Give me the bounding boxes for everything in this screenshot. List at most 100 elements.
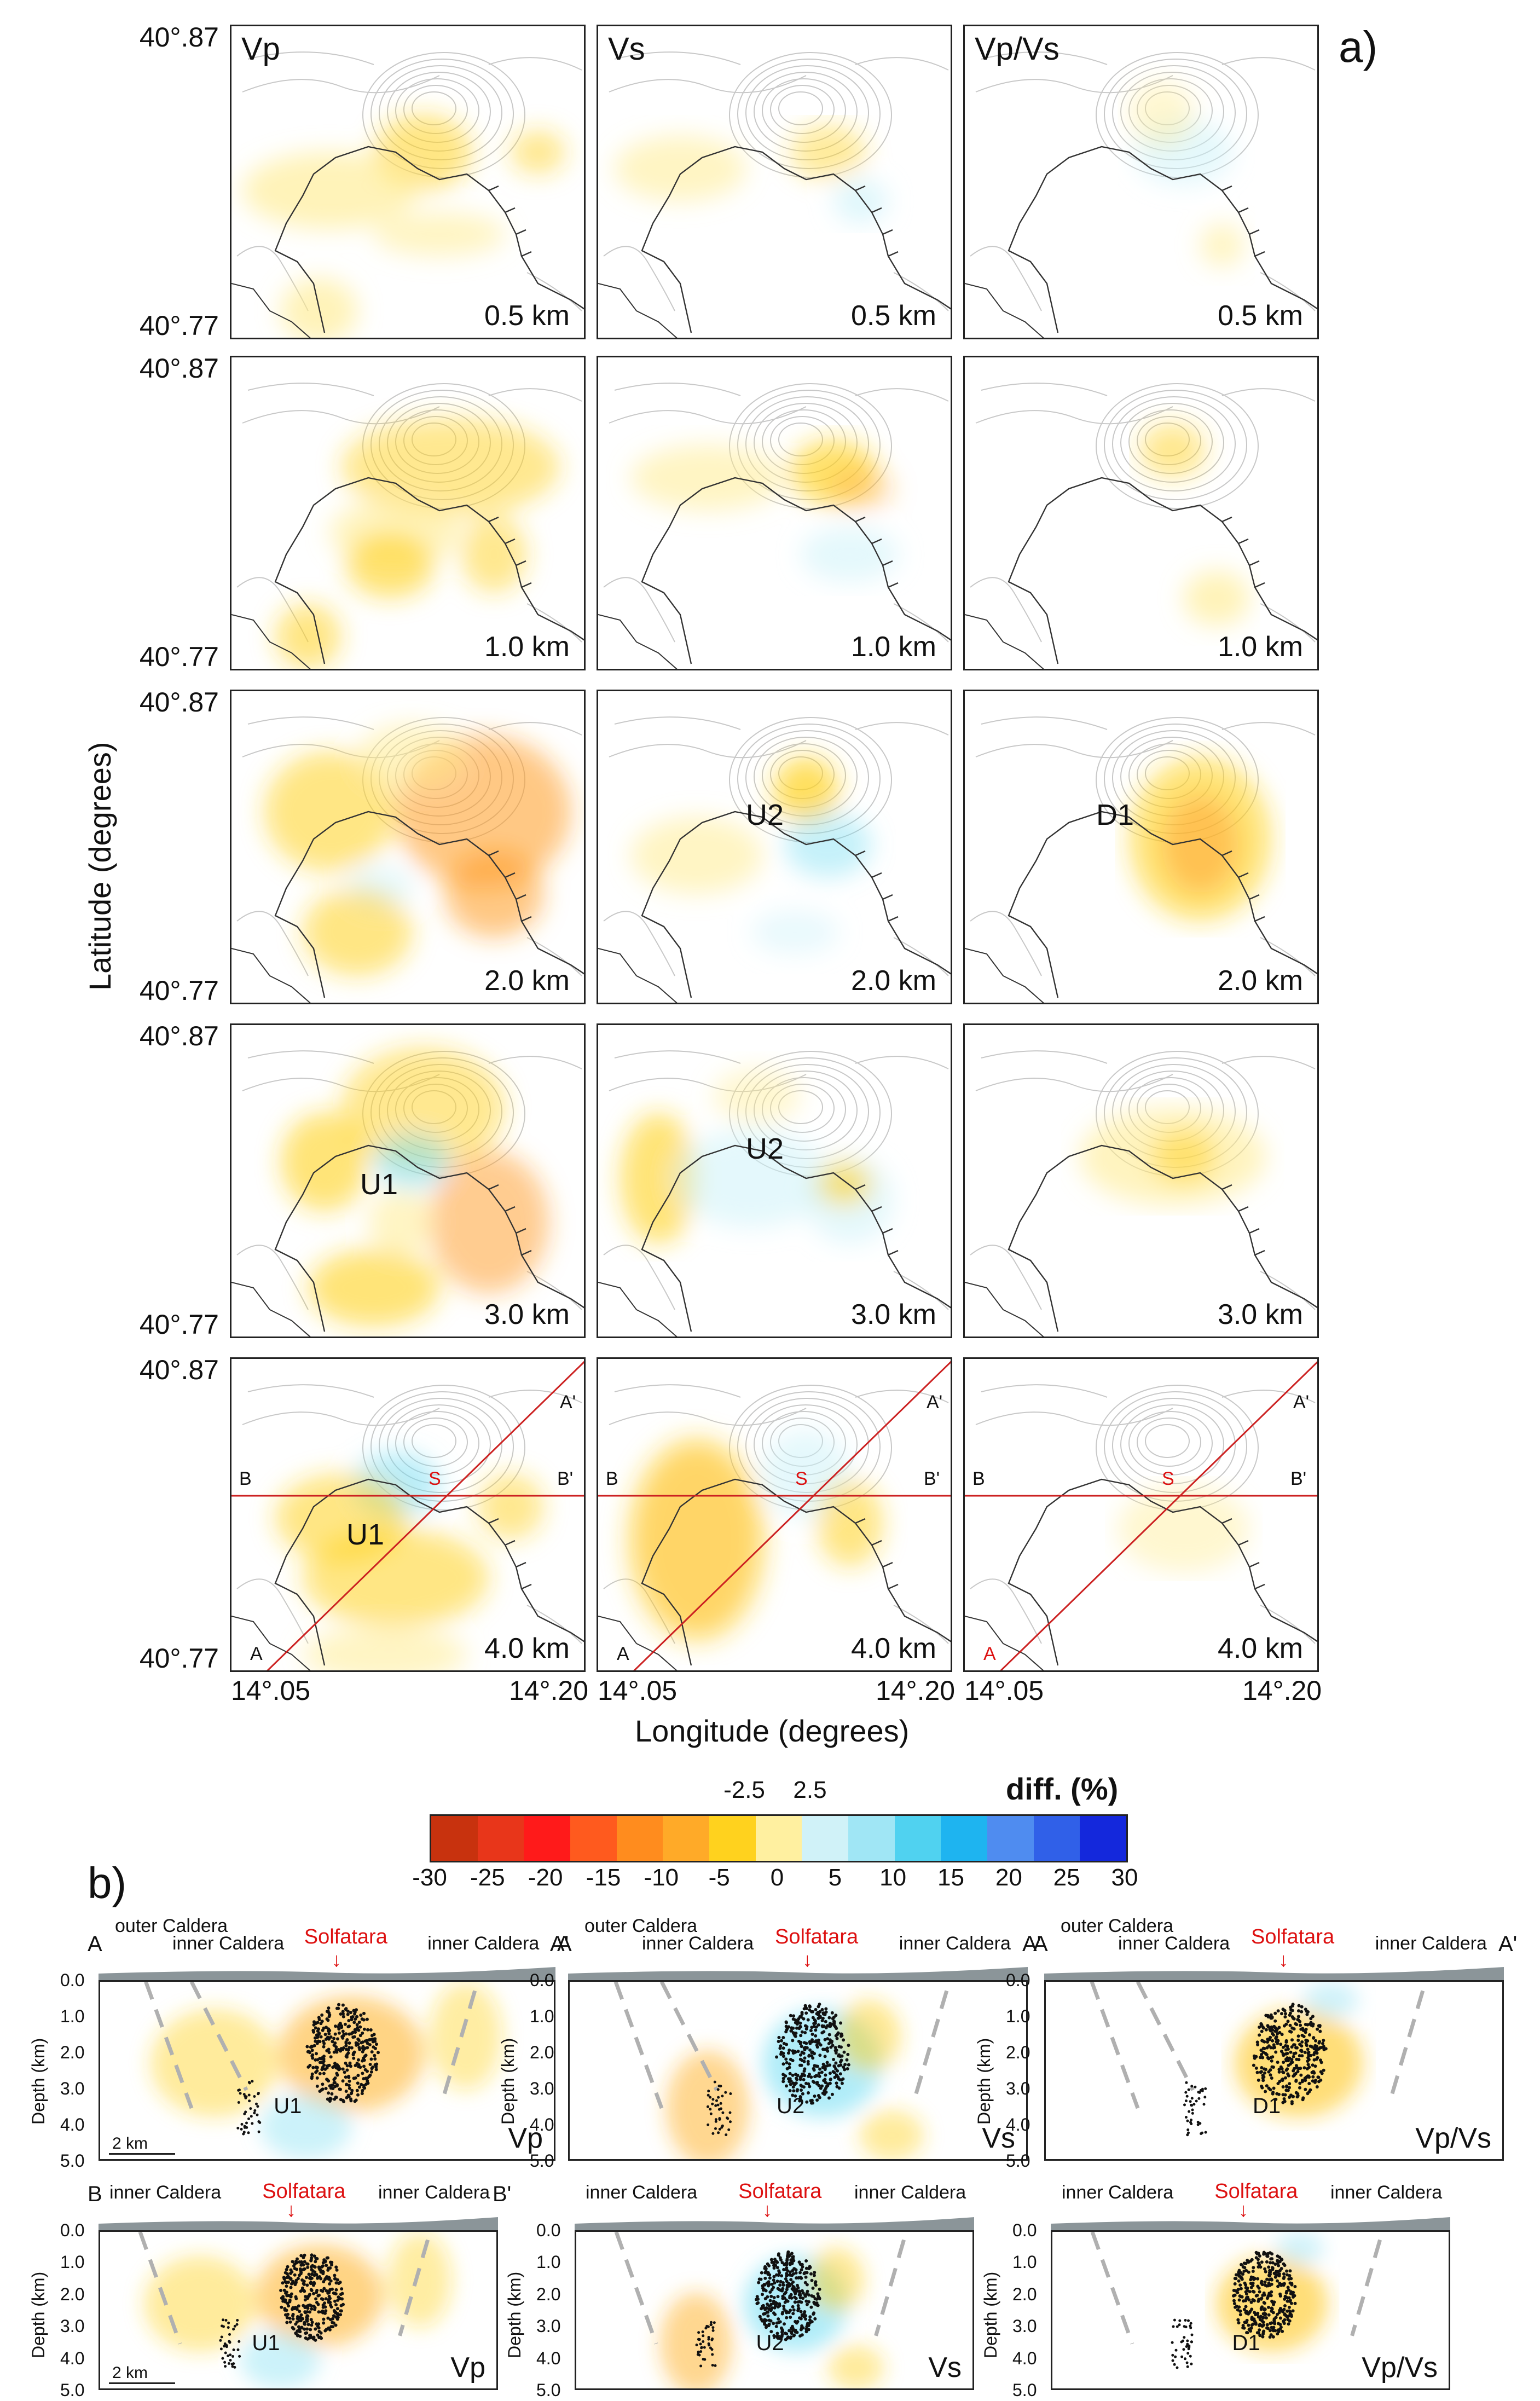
depth-label: 2.0 km: [1217, 965, 1303, 997]
colorbar-tick: 20: [995, 1864, 1022, 1891]
section-parameter-label: Vs: [982, 2122, 1015, 2154]
colorbar-extra-tick: -2.5: [723, 1777, 765, 1803]
colorbar-swatch: [941, 1816, 988, 1861]
colorbar-tick: -30: [412, 1864, 447, 1891]
section-anomaly-label: U2: [777, 2093, 805, 2118]
inner-caldera-label: inner Caldera: [1062, 2182, 1174, 2203]
anomaly-label: D1: [1096, 799, 1134, 831]
profile-label: B: [606, 1468, 618, 1489]
depth-tick: 0.0: [1006, 1970, 1030, 1990]
colorbar-tick: -20: [528, 1864, 563, 1891]
depth-tick: 5.0: [1012, 2380, 1037, 2400]
profile-label: A: [617, 1644, 629, 1664]
depth-tick: 5.0: [1006, 2151, 1030, 2171]
depth-tick: 3.0: [1006, 2079, 1030, 2098]
latitude-top-label: 40°.87: [139, 353, 219, 384]
outer-caldera-label: outer Caldera: [584, 1916, 698, 1936]
section-end-right: B': [493, 2182, 512, 2206]
colorbar-swatch: [570, 1816, 617, 1861]
colorbar: [430, 1814, 1128, 1862]
depth-label: 0.5 km: [850, 300, 936, 332]
solfatara-label: Solfatara: [304, 1925, 387, 1948]
latitude-top-label: 40°.87: [139, 1021, 219, 1051]
anomaly-label: U1: [360, 1168, 398, 1201]
anomaly-label: U2: [746, 1132, 784, 1165]
cross-section-panel: Vp/Vs D1: [1051, 2230, 1450, 2390]
depth-tick: 5.0: [60, 2151, 85, 2171]
colorbar-title: diff. (%): [1006, 1772, 1119, 1806]
depth-tick: 3.0: [536, 2316, 561, 2336]
colorbar-swatch: [894, 1816, 941, 1861]
inner-caldera-label: inner Caldera: [109, 2182, 222, 2203]
colorbar-tick: -25: [470, 1864, 505, 1891]
depth-tick: 4.0: [1012, 2348, 1037, 2368]
scale-bar: 2 km: [109, 2134, 175, 2155]
depth-axis-title: Depth (km): [28, 2038, 48, 2125]
latitude-top-label: 40°.87: [139, 687, 219, 718]
profile-label: A: [983, 1644, 996, 1664]
section-anomaly-label: D1: [1232, 2331, 1260, 2356]
depth-axis-title: Depth (km): [981, 2271, 1000, 2358]
colorbar-swatch: [987, 1816, 1034, 1861]
solfatara-label: Solfatara: [775, 1925, 859, 1948]
y-axis-title: Latitude (degrees): [83, 742, 117, 991]
colorbar-tick: 25: [1053, 1864, 1080, 1891]
depth-axis-title: Depth (km): [28, 2271, 48, 2358]
inner-caldera-label: inner Caldera: [642, 1933, 754, 1954]
section-end-right: A': [1498, 1932, 1518, 1956]
solfatara-arrow-icon: ↓: [1238, 2198, 1249, 2221]
depth-label: 4.0 km: [484, 1633, 570, 1664]
panel-a-label: a): [1339, 22, 1378, 71]
longitude-right-label: 14°.20: [1242, 1675, 1322, 1706]
colorbar-swatch: [1080, 1816, 1127, 1861]
solfatara-arrow-icon: ↓: [1278, 1948, 1289, 1971]
depth-label: 2.0 km: [850, 965, 936, 997]
depth-tick: 2.0: [1012, 2284, 1037, 2304]
latitude-top-label: 40°.87: [139, 1355, 219, 1385]
anomaly-label: U1: [346, 1518, 385, 1551]
colorbar-tick: 15: [937, 1864, 964, 1891]
depth-tick: 4.0: [536, 2348, 561, 2368]
solfatara-label: Solfatara: [1214, 2180, 1298, 2203]
depth-label: 0.5 km: [484, 300, 570, 332]
map-panel: 2.0 km D1: [963, 690, 1319, 1004]
depth-axis-title: Depth (km): [498, 2038, 518, 2125]
profile-label: S: [1162, 1468, 1174, 1489]
depth-tick: 2.0: [536, 2284, 561, 2304]
map-panel: 4.0 km A' B B' S A: [597, 1357, 952, 1672]
depth-tick: 4.0: [60, 2348, 85, 2368]
solfatara-label: Solfatara: [262, 2180, 346, 2203]
depth-tick: 1.0: [530, 2006, 554, 2026]
section-end-left: B: [88, 2182, 102, 2206]
map-panel: 3.0 km U1: [230, 1023, 586, 1338]
section-end-left: A: [1033, 1932, 1048, 1956]
longitude-left-label: 14°.05: [231, 1675, 311, 1706]
anomaly-label: U2: [746, 799, 784, 831]
depth-tick: 0.0: [530, 1970, 554, 1990]
longitude-right-label: 14°.20: [876, 1675, 956, 1706]
profile-label: B: [239, 1468, 252, 1489]
depth-tick: 2.0: [60, 2284, 85, 2304]
depth-tick: 1.0: [60, 2252, 85, 2272]
depth-tick: 4.0: [60, 2115, 85, 2134]
cross-section-panel: Vp U1 2 km: [99, 1980, 555, 2161]
depth-tick: 4.0: [530, 2115, 554, 2134]
depth-axis-title: Depth (km): [505, 2271, 524, 2358]
longitude-right-label: 14°.20: [509, 1675, 589, 1706]
section-parameter-label: Vp: [508, 2122, 543, 2154]
inner-caldera-label: inner Caldera: [854, 2182, 966, 2203]
column-label: Vp: [241, 31, 280, 67]
depth-tick: 1.0: [536, 2252, 561, 2272]
colorbar-tick: 0: [770, 1864, 784, 1891]
section-anomaly-label: U1: [274, 2093, 302, 2118]
map-panel: Vs 0.5 km: [597, 25, 952, 339]
inner-caldera-label: inner Caldera: [1330, 2182, 1443, 2203]
map-panel: Vp/Vs 0.5 km: [963, 25, 1319, 339]
scale-bar: 2 km: [109, 2364, 175, 2384]
profile-label: A': [1293, 1392, 1310, 1413]
section-anomaly-label: D1: [1253, 2093, 1281, 2118]
depth-label: 2.0 km: [484, 965, 570, 997]
depth-tick: 1.0: [60, 2006, 85, 2026]
outer-caldera-label: outer Caldera: [115, 1916, 228, 1936]
colorbar-tick: 10: [879, 1864, 907, 1891]
